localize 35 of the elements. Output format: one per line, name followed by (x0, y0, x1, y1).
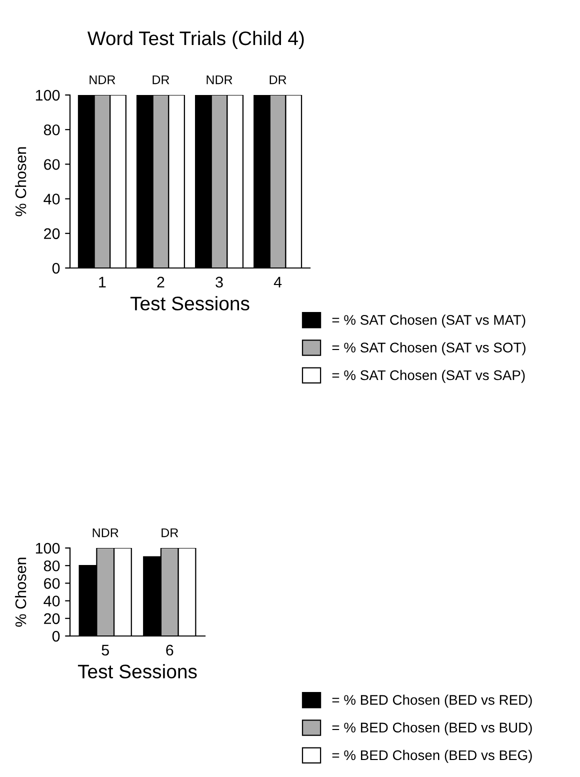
legend-label: = % SAT Chosen (SAT vs SOT) (332, 342, 526, 356)
x-axis-title: Test Sessions (78, 664, 197, 678)
y-tick-label: 40 (44, 596, 60, 606)
annotation: NDR (90, 75, 116, 84)
legend-label: = % BED Chosen (BED vs BUD) (332, 722, 532, 736)
y-tick-label: 60 (44, 159, 60, 170)
legend-label: = % SAT Chosen (SAT vs SAP) (332, 370, 525, 383)
annotation: DR (152, 75, 170, 84)
y-tick-label: 80 (44, 560, 60, 572)
x-axis-title: Test Sessions (130, 296, 250, 310)
x-tick-label: 4 (274, 276, 282, 288)
legend-label: = % SAT Chosen (SAT vs MAT) (332, 314, 526, 328)
y-tick-label: 100 (36, 542, 60, 554)
y-tick-label: 60 (44, 578, 60, 589)
y-tick-label: 40 (44, 194, 60, 204)
x-tick-label: 5 (102, 644, 109, 656)
legend-label: = % BED Chosen (BED vs RED) (332, 694, 532, 708)
annotation: DR (270, 75, 286, 84)
y-tick-label: 80 (44, 124, 60, 136)
x-tick-label: 2 (157, 276, 164, 288)
annotation: NDR (92, 528, 118, 538)
annotation: DR (162, 528, 178, 538)
annotation: NDR (206, 75, 232, 84)
y-axis-title: % Chosen (14, 147, 26, 216)
y-tick-label: 20 (44, 228, 60, 240)
y-axis-title: % Chosen (14, 558, 26, 627)
y-tick-label: 0 (52, 262, 60, 274)
chart-title: Word Test Trials (Child 4) (87, 30, 304, 50)
y-tick-label: 100 (36, 90, 60, 101)
x-tick-label: 6 (166, 644, 174, 656)
y-tick-label: 0 (52, 630, 60, 642)
legend-label: = % BED Chosen (BED vs BEG) (332, 750, 532, 763)
x-tick-label: 1 (99, 276, 106, 288)
x-tick-label: 3 (216, 276, 223, 288)
y-tick-label: 20 (44, 613, 60, 624)
